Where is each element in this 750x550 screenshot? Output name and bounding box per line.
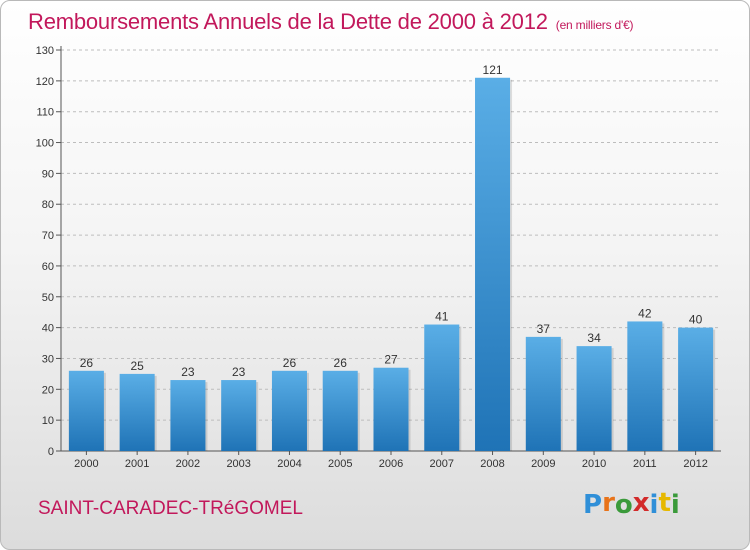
bar-2000 [68,370,104,451]
x-tick-label: 2004 [277,458,301,470]
brand-letter: t [658,488,671,518]
y-tick-label: 60 [42,261,54,273]
bar-value-label: 42 [638,306,652,320]
unit-note: (en milliers d'€) [555,18,634,32]
y-tick-label: 40 [42,323,54,335]
brand-letter: P [583,490,603,520]
y-tick-label: 50 [42,292,54,304]
y-tick-label: 80 [42,199,54,211]
bar-value-label: 121 [483,63,503,77]
brand-letter: o [614,490,633,520]
bar-value-label: 26 [334,356,348,370]
brand-letter: x [632,488,650,518]
y-tick-label: 100 [36,138,54,150]
x-tick-label: 2010 [582,458,606,470]
x-tick-label: 2008 [480,458,504,470]
y-tick-label: 20 [42,384,54,396]
bar-value-label: 23 [232,365,246,379]
x-tick-label: 2005 [328,458,352,470]
bar-2005 [322,370,358,451]
bar-2002 [170,380,206,451]
y-tick-label: 30 [42,353,54,365]
chart-title-text: Remboursements Annuels de la Dette de 20… [28,9,548,34]
bar-value-label: 34 [587,331,601,345]
bar-2007 [424,324,460,451]
x-tick-label: 2006 [379,458,403,470]
x-tick-label: 2011 [633,458,657,470]
x-tick-label: 2002 [176,458,200,470]
bar-value-label: 40 [689,313,703,327]
bar-value-label: 41 [435,310,449,324]
bar-2010 [576,346,612,451]
x-tick-label: 2001 [125,458,149,470]
bar-2003 [221,380,257,451]
brand-letter: r [602,488,615,518]
x-tick-label: 2000 [74,458,98,470]
y-tick-label: 90 [42,168,54,180]
bar-2009 [525,336,561,451]
y-tick-label: 120 [36,76,54,88]
x-tick-label: 2009 [531,458,555,470]
bar-value-label: 37 [537,322,551,336]
city-name: SAINT-CARADEC-TRéGOMEL [38,498,303,519]
bar-value-label: 23 [181,365,195,379]
bar-2008 [475,77,511,451]
brand-letter: i [649,490,659,520]
bar-2004 [271,370,307,451]
x-tick-label: 2003 [226,458,250,470]
bar-2006 [373,367,409,451]
bar-value-label: 25 [130,359,144,373]
bar-2011 [627,321,663,451]
bar-2012 [678,327,714,451]
x-tick-label: 2012 [683,458,707,470]
y-tick-label: 70 [42,230,54,242]
chart-title: Remboursements Annuels de la Dette de 20… [28,9,634,35]
y-tick-label: 0 [48,446,54,458]
bar-value-label: 26 [80,356,94,370]
bar-value-label: 27 [384,353,398,367]
bar-2001 [119,373,155,451]
y-tick-label: 10 [42,415,54,427]
y-tick-label: 130 [36,45,54,57]
proxiti-logo: Proxiti [583,488,680,520]
x-tick-label: 2007 [430,458,454,470]
brand-letter: i [670,490,680,520]
bar-value-label: 26 [283,356,297,370]
y-tick-label: 110 [36,107,54,119]
